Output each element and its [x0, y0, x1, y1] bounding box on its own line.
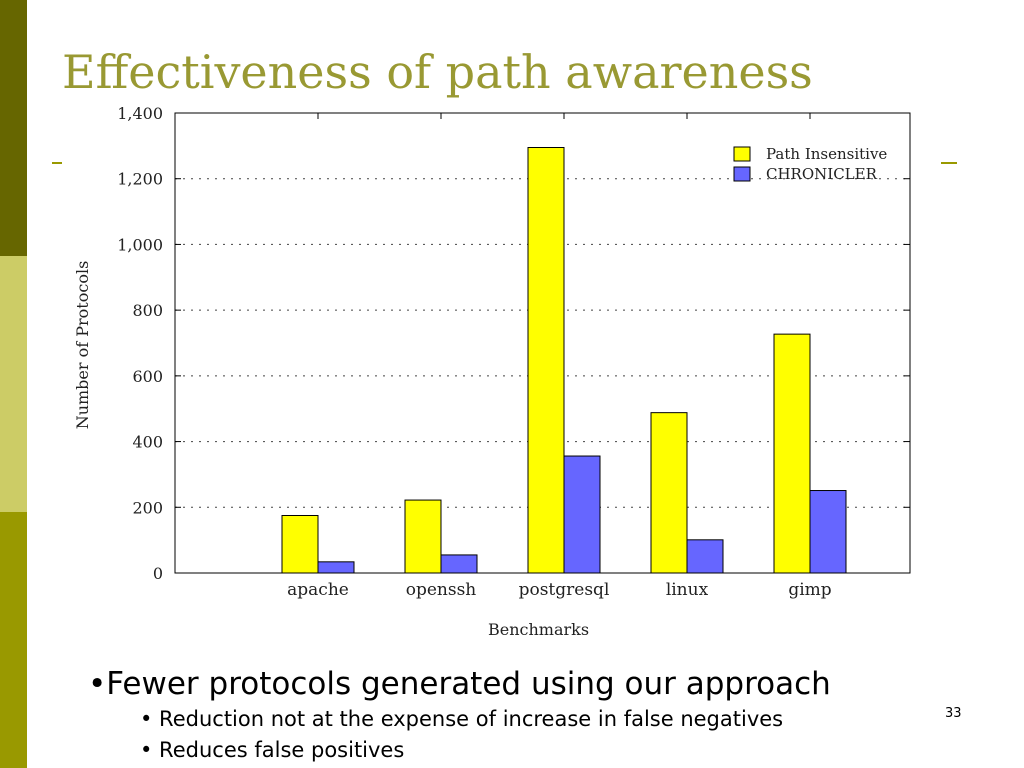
sidebar-top-segment	[0, 0, 27, 256]
x-tick-label-apache: apache	[287, 580, 349, 600]
bar-path-insensitive-postgresql	[527, 147, 565, 574]
bullet-sub-1: • Reduction not at the expense of increa…	[140, 707, 784, 731]
legend-swatch-chronicler	[733, 166, 751, 182]
bar-chronicler-apache	[317, 561, 355, 574]
bar-chart: apache openssh postgresql linux gimp 0 200 400 6…	[73, 104, 911, 639]
x-tick-label-gimp: gimp	[788, 580, 831, 600]
title-rule-right	[941, 162, 957, 164]
bar-chronicler-gimp	[809, 490, 847, 574]
y-tick-label-7: 1,400	[117, 104, 163, 123]
x-tick-label-openssh: openssh	[406, 580, 477, 600]
y-axis-label: Number of Protocols	[73, 261, 92, 430]
y-tick-label-6: 1,200	[117, 170, 163, 189]
bar-chronicler-linux	[686, 539, 724, 574]
bar-path-insensitive-apache	[281, 515, 319, 574]
sidebar-bottom-segment	[0, 512, 27, 768]
sidebar-middle-segment	[0, 256, 27, 512]
y-tick-label-3: 600	[132, 367, 163, 386]
x-tick-label-linux: linux	[666, 580, 709, 600]
bar-chronicler-postgresql	[563, 455, 601, 574]
bullet-sub-2: • Reduces false positives	[140, 738, 405, 762]
plot-frame	[174, 112, 911, 574]
title-rule-left	[52, 162, 62, 164]
legend-swatch-path-insensitive	[733, 146, 751, 162]
legend-label-path-insensitive: Path Insensitive	[766, 145, 887, 163]
x-tick-label-postgresql: postgresql	[519, 580, 610, 600]
page-number: 33	[945, 706, 962, 721]
bar-path-insensitive-linux	[650, 412, 688, 574]
y-tick-label-4: 800	[132, 301, 163, 320]
x-axis-label: Benchmarks	[488, 620, 589, 639]
y-tick-label-1: 200	[132, 498, 163, 517]
bar-chronicler-openssh	[440, 554, 478, 574]
slide-title: Effectiveness of path awareness	[62, 45, 813, 99]
bar-path-insensitive-gimp	[773, 333, 811, 574]
y-tick-label-5: 1,000	[117, 235, 163, 254]
bar-path-insensitive-openssh	[404, 499, 442, 574]
y-tick-label-0: 0	[153, 564, 163, 583]
legend-label-chronicler: CHRONICLER	[766, 165, 878, 183]
bullet-main: •Fewer protocols generated using our app…	[88, 666, 831, 702]
y-tick-label-2: 400	[132, 433, 163, 452]
